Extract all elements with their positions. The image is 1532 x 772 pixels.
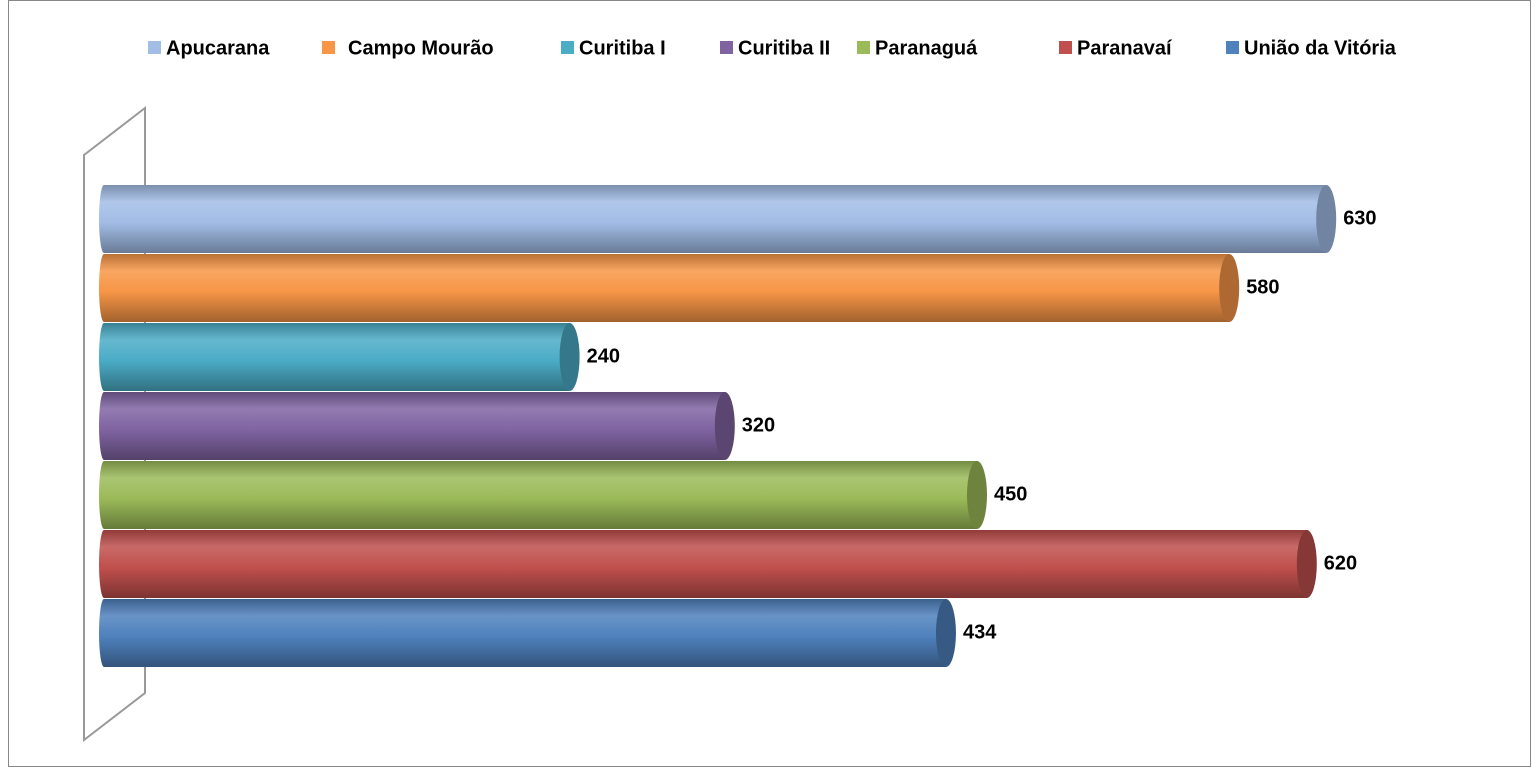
bar — [104, 392, 725, 460]
bar-end-cap — [559, 323, 580, 391]
legend-swatch — [857, 41, 870, 54]
bar — [104, 254, 1230, 322]
back-wall — [83, 105, 146, 743]
legend-swatch — [720, 41, 733, 54]
legend-label: Paranaguá — [875, 37, 978, 59]
data-label: 620 — [1324, 552, 1357, 574]
bar-end-cap — [714, 392, 735, 460]
legend-label: Curitiba I — [579, 37, 666, 59]
legend-swatch — [322, 41, 335, 54]
legend-label: União da Vitória — [1244, 37, 1397, 59]
legend-label: Curitiba II — [738, 37, 830, 59]
legend-swatch — [1226, 41, 1239, 54]
legend-label: Apucarana — [166, 37, 270, 59]
bar-end-cap — [1316, 185, 1337, 253]
bar-end-cap — [1219, 254, 1240, 322]
bar — [104, 599, 946, 667]
legend-label: Campo Mourão — [348, 37, 494, 59]
bar — [104, 530, 1307, 598]
bar — [104, 185, 1327, 253]
data-label: 580 — [1246, 276, 1279, 298]
data-label: 434 — [963, 621, 997, 643]
legend-swatch — [148, 41, 161, 54]
data-label: 630 — [1343, 207, 1376, 229]
bar — [104, 323, 570, 391]
bar-end-cap — [967, 461, 987, 529]
bar-end-cap — [1296, 530, 1317, 598]
legend-swatch — [561, 41, 574, 54]
data-label: 450 — [994, 483, 1027, 505]
legend-label: Paranavaí — [1077, 37, 1173, 59]
bar — [104, 461, 977, 529]
legend-swatch — [1059, 41, 1072, 54]
bar-end-cap — [935, 599, 956, 667]
data-label: 240 — [587, 345, 620, 367]
data-label: 320 — [742, 414, 775, 436]
